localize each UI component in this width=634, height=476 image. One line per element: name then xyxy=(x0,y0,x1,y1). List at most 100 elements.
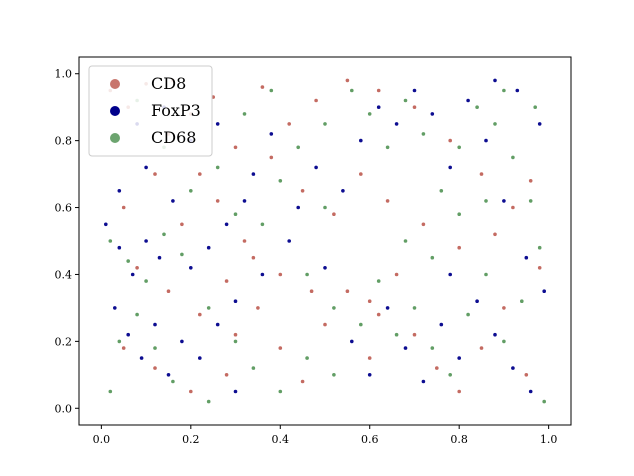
y-tick-label: 0.6 xyxy=(55,202,73,215)
point-cd68 xyxy=(484,272,488,277)
point-cd68 xyxy=(189,189,193,193)
point-cd68 xyxy=(323,122,327,126)
point-foxp3 xyxy=(341,189,345,193)
point-foxp3 xyxy=(117,245,122,250)
point-cd8 xyxy=(269,155,274,160)
point-cd68 xyxy=(502,339,506,344)
point-cd8 xyxy=(121,205,126,210)
point-cd68 xyxy=(528,199,533,203)
point-cd68 xyxy=(533,105,537,109)
point-cd68 xyxy=(439,189,444,193)
point-cd68 xyxy=(332,373,336,377)
point-foxp3 xyxy=(515,88,520,93)
point-foxp3 xyxy=(323,266,327,270)
point-cd8 xyxy=(314,98,318,103)
x-tick-label: 0.6 xyxy=(361,433,379,446)
point-cd68 xyxy=(215,165,220,170)
point-foxp3 xyxy=(350,339,354,344)
point-cd68 xyxy=(206,399,211,404)
point-cd8 xyxy=(376,88,381,93)
point-cd8 xyxy=(412,105,417,109)
point-foxp3 xyxy=(157,255,162,260)
point-foxp3 xyxy=(215,322,220,327)
point-foxp3 xyxy=(314,165,318,170)
point-foxp3 xyxy=(233,299,238,304)
point-cd68 xyxy=(171,379,175,384)
point-cd68 xyxy=(457,145,462,150)
point-foxp3 xyxy=(475,299,479,304)
point-cd68 xyxy=(108,239,113,243)
point-foxp3 xyxy=(130,272,135,277)
point-foxp3 xyxy=(224,222,229,227)
point-cd8 xyxy=(251,255,256,260)
point-cd68 xyxy=(323,205,327,210)
x-tick-label: 0.8 xyxy=(450,433,468,446)
point-cd68 xyxy=(117,339,122,344)
point-cd8 xyxy=(511,205,515,210)
legend-marker-cd8 xyxy=(110,79,120,89)
point-cd68 xyxy=(135,312,139,317)
legend-marker-foxp3 xyxy=(110,106,120,116)
point-foxp3 xyxy=(153,322,157,327)
legend-marker-cd68 xyxy=(110,133,120,143)
point-cd68 xyxy=(542,399,546,404)
point-cd8 xyxy=(309,289,314,294)
point-cd8 xyxy=(242,239,247,243)
x-tick-label: 1.0 xyxy=(540,433,558,446)
point-cd68 xyxy=(520,299,524,304)
point-cd8 xyxy=(421,222,426,227)
point-cd8 xyxy=(180,222,184,227)
point-cd8 xyxy=(528,179,533,183)
point-foxp3 xyxy=(117,189,122,193)
point-cd8 xyxy=(121,346,126,350)
point-cd8 xyxy=(435,366,439,370)
point-cd8 xyxy=(537,266,542,270)
point-cd68 xyxy=(403,239,408,243)
point-cd68 xyxy=(126,259,130,263)
point-cd8 xyxy=(385,199,390,203)
point-cd68 xyxy=(180,252,184,257)
point-cd68 xyxy=(475,105,479,109)
point-foxp3 xyxy=(537,122,542,126)
x-axis: 0.0 0.2 0.4 0.6 0.8 1.0 xyxy=(93,425,558,446)
point-cd8 xyxy=(367,299,372,304)
point-foxp3 xyxy=(251,172,256,176)
point-cd68 xyxy=(484,199,488,203)
legend-label-cd8: CD8 xyxy=(151,74,186,93)
point-foxp3 xyxy=(457,356,462,360)
point-cd8 xyxy=(394,272,399,277)
point-foxp3 xyxy=(448,165,453,170)
point-cd68 xyxy=(537,245,542,250)
point-cd68 xyxy=(376,279,381,283)
point-foxp3 xyxy=(206,245,211,250)
point-cd8 xyxy=(278,272,283,277)
legend-box xyxy=(88,65,213,157)
point-cd8 xyxy=(278,346,283,350)
point-cd68 xyxy=(493,122,497,126)
point-cd8 xyxy=(479,172,484,176)
point-cd8 xyxy=(198,312,202,317)
point-cd8 xyxy=(502,306,506,310)
point-foxp3 xyxy=(448,272,453,277)
point-cd8 xyxy=(189,389,193,394)
point-cd8 xyxy=(359,172,363,176)
point-foxp3 xyxy=(260,272,265,277)
point-cd8 xyxy=(198,172,202,176)
point-cd8 xyxy=(479,346,484,350)
point-cd8 xyxy=(493,232,497,237)
y-tick-label: 1.0 xyxy=(55,68,73,81)
x-tick-label: 0.2 xyxy=(182,433,200,446)
point-cd8 xyxy=(376,312,381,317)
x-tick-label: 0.0 xyxy=(93,433,111,446)
y-tick-label: 0.8 xyxy=(55,135,73,148)
point-cd8 xyxy=(135,266,139,270)
point-cd68 xyxy=(421,132,426,136)
point-cd68 xyxy=(305,272,309,277)
point-cd8 xyxy=(260,85,265,89)
point-cd68 xyxy=(162,232,166,237)
x-tick-label: 0.4 xyxy=(272,433,290,446)
point-cd68 xyxy=(108,389,113,394)
point-foxp3 xyxy=(376,105,381,109)
point-cd68 xyxy=(403,98,408,103)
point-foxp3 xyxy=(466,98,470,103)
